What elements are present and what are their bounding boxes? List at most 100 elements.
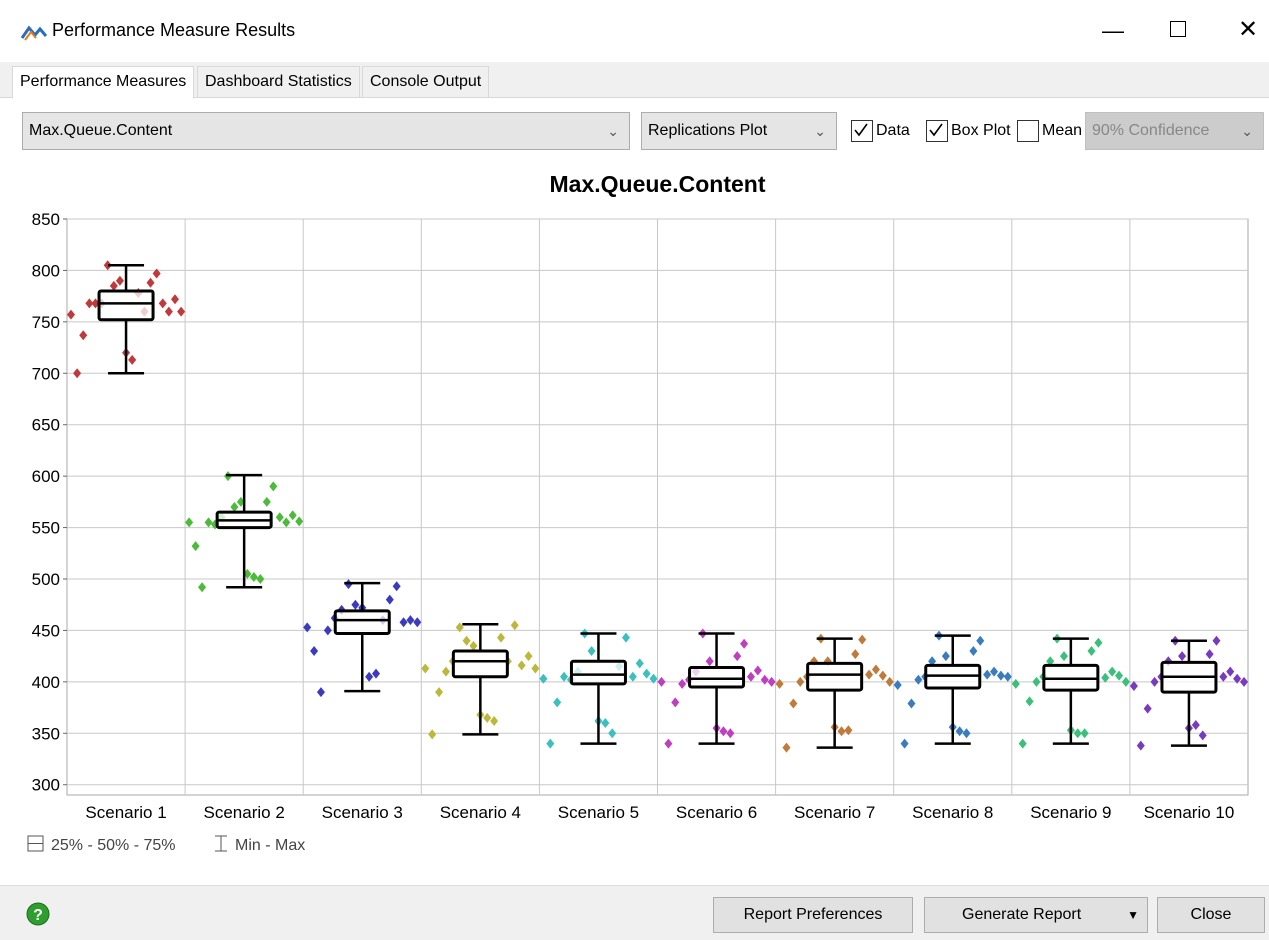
data-point [128, 354, 137, 365]
data-point [517, 660, 526, 671]
data-point [115, 275, 124, 286]
confidence-dropdown: 90% Confidence ⌄ [1085, 112, 1264, 150]
data-point [635, 658, 644, 669]
data-point [435, 687, 444, 698]
data-point [837, 726, 846, 737]
window-title: Performance Measure Results [52, 20, 296, 40]
plot-type-dropdown[interactable]: Replications Plot ⌄ [641, 112, 837, 150]
data-point [413, 617, 422, 628]
data-point [385, 594, 394, 605]
data-point [177, 306, 186, 317]
data-point [428, 729, 437, 740]
data-point [399, 617, 408, 628]
data-point [1011, 678, 1020, 689]
y-tick-label: 300 [32, 776, 60, 795]
data-point [796, 676, 805, 687]
data-point [316, 687, 325, 698]
data-point [1198, 730, 1207, 741]
data-point [893, 679, 902, 690]
data-point [587, 646, 596, 656]
y-tick-label: 350 [32, 724, 60, 743]
y-tick-label: 550 [32, 519, 60, 538]
data-point [303, 622, 312, 633]
data-point [858, 634, 867, 645]
report-preferences-button[interactable]: Report Preferences [713, 897, 913, 933]
x-tick-label: Scenario 2 [204, 803, 285, 822]
box [688, 665, 746, 689]
data-point [406, 615, 415, 626]
data-point [733, 651, 742, 662]
checkbox[interactable]: Mean [1017, 120, 1082, 142]
generate-report-button[interactable]: Generate Report ▼ [924, 897, 1148, 933]
data-point [907, 698, 916, 709]
data-point [928, 656, 937, 667]
data-point [170, 294, 179, 305]
data-point [1150, 676, 1159, 687]
y-tick-label: 450 [32, 621, 60, 640]
tab[interactable]: Console Output [362, 66, 490, 98]
chart-title: Max.Queue.Content [550, 171, 766, 197]
data-point [782, 742, 791, 753]
data-point [990, 666, 999, 677]
data-point [249, 571, 258, 582]
x-tick-label: Scenario 10 [1144, 803, 1235, 822]
data-point [191, 541, 200, 552]
data-point [719, 726, 728, 737]
data-point [469, 640, 478, 651]
box [97, 289, 155, 322]
help-icon[interactable]: ? [25, 901, 51, 927]
measure-dropdown[interactable]: Max.Queue.Content ⌄ [22, 112, 630, 150]
data-point [1240, 676, 1248, 687]
data-point [1226, 666, 1235, 677]
checkbox[interactable]: Data [851, 120, 910, 142]
data-point [760, 674, 769, 685]
data-point [152, 268, 161, 279]
legend-whisker-icon [215, 835, 227, 852]
x-tick-label: Scenario 9 [1030, 803, 1111, 822]
data-point [983, 669, 992, 680]
data-point [67, 309, 75, 320]
close-window-button[interactable]: ✕ [1238, 16, 1259, 43]
data-point [288, 510, 297, 521]
data-point [705, 656, 714, 667]
data-point [262, 496, 271, 507]
x-tick-label: Scenario 3 [322, 803, 403, 822]
data-point [1094, 637, 1103, 648]
dropdown-text: Replications Plot [648, 122, 768, 139]
data-point [657, 676, 666, 687]
data-point [962, 728, 971, 739]
y-tick-label: 750 [32, 313, 60, 332]
tab[interactable]: Dashboard Statistics [197, 66, 360, 98]
data-point [553, 697, 562, 708]
data-point [871, 664, 880, 675]
data-point [323, 625, 332, 636]
maximize-button[interactable] [1170, 21, 1186, 37]
data-point [1143, 703, 1152, 714]
data-point [524, 651, 533, 662]
data-point [1073, 728, 1082, 739]
data-point [73, 368, 82, 379]
data-point [1087, 646, 1096, 656]
data-point [865, 669, 874, 680]
close-button[interactable]: Close [1157, 897, 1265, 933]
minimize-button[interactable]: — [1102, 18, 1124, 43]
y-tick-label: 400 [32, 673, 60, 692]
data-point [546, 738, 555, 749]
app-icon [20, 25, 48, 41]
data-point [1025, 696, 1034, 707]
data-point [671, 697, 680, 708]
tab[interactable]: Performance Measures [12, 66, 195, 99]
data-point [775, 678, 784, 689]
data-point [628, 671, 637, 682]
data-point [664, 738, 673, 749]
x-tick-label: Scenario 1 [85, 803, 166, 822]
box [451, 649, 509, 679]
data-point [392, 581, 401, 592]
check-mark [854, 123, 868, 137]
check-mark [929, 123, 943, 137]
checkbox[interactable]: Box Plot [926, 120, 1011, 142]
data-point [844, 725, 853, 736]
data-point [455, 622, 464, 633]
data-point [1003, 671, 1012, 682]
data-point [608, 728, 617, 739]
